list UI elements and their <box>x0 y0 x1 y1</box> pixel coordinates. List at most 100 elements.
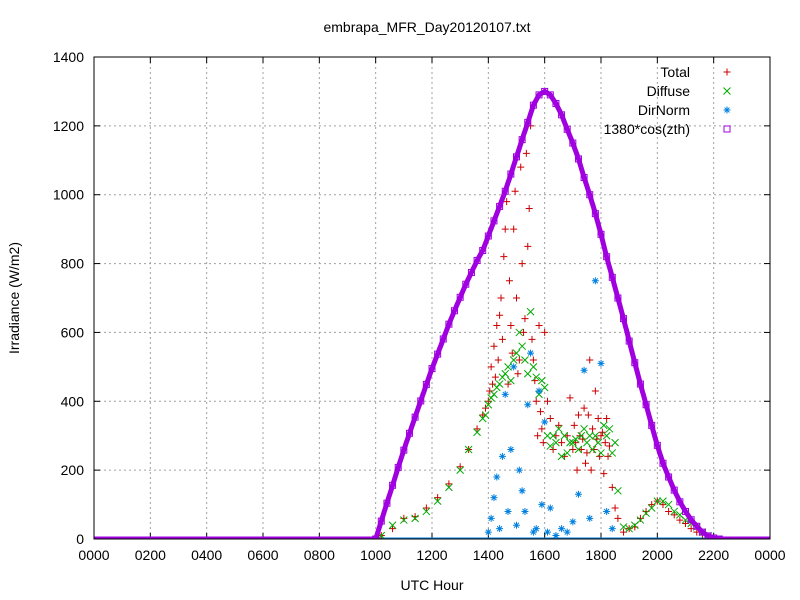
diffuse-point <box>526 307 535 316</box>
total-point <box>411 513 419 521</box>
dirnorm-point <box>546 504 554 512</box>
legend-label-1380-cos-zth: 1380*cos(zth) <box>604 121 690 137</box>
diffuse-point <box>481 411 490 419</box>
total-point <box>603 415 611 422</box>
cos-zth-point <box>569 139 577 147</box>
legend-label-diffuse: Diffuse <box>647 83 691 99</box>
cos-zth-point <box>467 269 475 277</box>
total-point <box>525 204 533 212</box>
total-point <box>494 356 502 364</box>
cos-zth-point <box>422 380 430 388</box>
total-point <box>594 415 602 422</box>
total-point <box>518 260 526 268</box>
y-tick-label: 400 <box>61 393 85 409</box>
cos-zth-point <box>631 359 639 367</box>
cos-zth-point <box>411 413 419 421</box>
diffuse-point <box>597 449 605 457</box>
total-point <box>507 322 515 330</box>
total-point <box>490 342 498 350</box>
total-point <box>586 356 594 364</box>
total-point <box>597 432 605 440</box>
y-tick-label: 200 <box>61 462 85 478</box>
cos-zth-point <box>574 155 582 163</box>
y-tick-label: 0 <box>76 531 84 547</box>
total-point <box>522 149 530 157</box>
total-point <box>510 225 518 233</box>
cos-zth-point <box>580 174 588 181</box>
diffuse-point <box>591 431 600 440</box>
cos-zth-point <box>608 273 616 281</box>
diffuse-point <box>577 431 586 440</box>
cos-zth-point <box>490 217 498 225</box>
cos-zth-point <box>715 535 723 539</box>
x-tick-label: 0000 <box>78 547 109 563</box>
diffuse-point <box>549 431 557 440</box>
series-total <box>377 122 718 539</box>
cos-zth-point <box>642 401 650 409</box>
total-point <box>670 511 678 519</box>
diffuse-point <box>399 516 408 524</box>
total-point <box>535 322 543 330</box>
diffuse-point <box>546 442 555 450</box>
cos-zth-point <box>518 136 526 144</box>
cos-zth-point <box>659 459 667 467</box>
total-point <box>574 411 582 419</box>
total-point <box>456 463 464 471</box>
diffuse-point <box>571 435 580 444</box>
x-tick-label: 1400 <box>473 547 504 563</box>
diffuse-point <box>599 421 608 430</box>
cos-zth-point <box>653 441 661 449</box>
total-point <box>501 225 509 233</box>
total-point <box>580 404 588 412</box>
legend-label-dirnorm: DirNorm <box>638 102 690 118</box>
diffuse-point <box>495 380 504 388</box>
total-point <box>665 507 673 515</box>
diffuse-point <box>614 486 622 495</box>
cos-zth-point <box>648 421 656 429</box>
legend-label-total: Total <box>660 64 690 80</box>
cos-zth-point <box>383 499 391 507</box>
diffuse-point <box>464 445 473 454</box>
y-tick-label: 1200 <box>53 118 84 134</box>
diffuse-point <box>388 521 397 530</box>
diffuse-point <box>504 363 512 371</box>
cos-zth-point <box>439 335 447 343</box>
x-tick-label: 0400 <box>191 547 222 563</box>
cos-zth-point <box>636 380 644 388</box>
dirnorm-point <box>608 525 616 533</box>
dirnorm-point <box>603 507 611 515</box>
dirnorm-point <box>597 359 605 367</box>
cos-zth-point <box>529 101 537 109</box>
series-dirnorm <box>484 277 616 539</box>
legend-marker-1380-cos-zth <box>723 125 731 133</box>
total-point <box>524 242 532 250</box>
total-point <box>514 370 522 378</box>
diffuse-point <box>543 431 552 440</box>
dirnorm-point <box>532 525 540 533</box>
diffuse-point <box>594 438 603 447</box>
total-point <box>546 415 554 422</box>
dirnorm-point <box>558 525 566 533</box>
diffuse-point <box>670 507 679 516</box>
total-point <box>498 335 506 343</box>
total-point <box>587 466 595 474</box>
diffuse-point <box>512 349 521 357</box>
total-point <box>520 328 528 336</box>
dirnorm-point <box>490 494 498 502</box>
cos-zth-point <box>693 522 701 530</box>
cos-zth-point <box>558 111 566 119</box>
chart-title: embrapa_MFR_Day20120107.txt <box>323 19 530 35</box>
cos-zth-point <box>586 191 594 199</box>
diffuse-point <box>611 438 619 447</box>
total-point <box>496 311 504 319</box>
diffuse-point <box>563 449 572 457</box>
diffuse-point <box>523 369 532 378</box>
total-point <box>508 349 516 357</box>
cos-zth-point <box>428 365 436 373</box>
diffuse-point <box>473 428 481 437</box>
legend-marker-diffuse <box>723 87 731 95</box>
dirnorm-point <box>518 487 526 495</box>
diffuse-point <box>619 523 628 531</box>
total-point <box>497 294 505 302</box>
total-point <box>676 516 684 524</box>
